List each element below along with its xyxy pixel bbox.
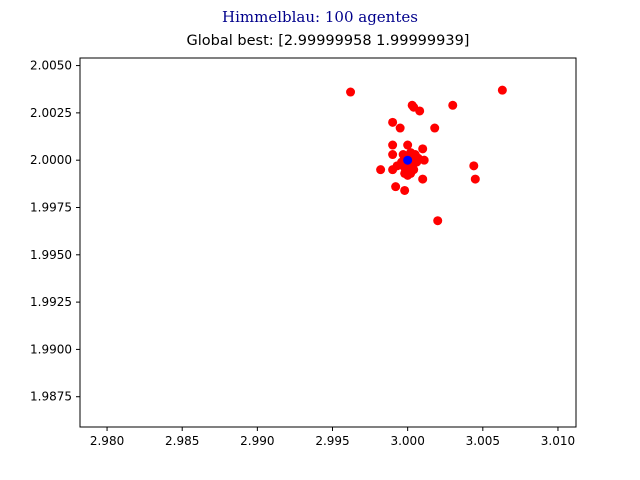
agent-point: [388, 165, 398, 175]
agent-point: [388, 117, 398, 127]
y-tick-label: 1.9875: [30, 390, 72, 404]
agent-point: [497, 85, 507, 95]
axes-frame: [79, 57, 577, 428]
y-tick-label: 1.9900: [30, 342, 72, 356]
figure-title: Himmelblau: 100 agentes: [222, 8, 418, 26]
agent-point: [376, 165, 386, 175]
agent-point: [418, 174, 428, 184]
agent-point: [470, 174, 480, 184]
agent-point: [388, 140, 398, 150]
y-tick-label: 2.0000: [30, 153, 72, 167]
agent-point: [395, 123, 405, 133]
agent-point: [469, 161, 479, 171]
agent-point: [400, 185, 410, 195]
agent-point: [403, 140, 413, 150]
y-tick-label: 2.0050: [30, 59, 72, 73]
agent-point: [412, 157, 422, 167]
agent-point: [448, 100, 458, 110]
agent-point: [418, 144, 428, 154]
x-tick-label: 3.000: [390, 434, 424, 448]
x-tick-label: 3.005: [466, 434, 500, 448]
y-tick-label: 1.9950: [30, 248, 72, 262]
agent-point: [433, 216, 443, 226]
agent-point: [406, 168, 416, 178]
x-tick-label: 2.990: [240, 434, 274, 448]
agent-point: [415, 106, 425, 116]
agent-point: [346, 87, 356, 97]
global-best-point: [403, 155, 413, 165]
x-tick-label: 3.010: [541, 434, 575, 448]
y-tick-label: 2.0025: [30, 106, 72, 120]
x-tick-label: 2.985: [165, 434, 199, 448]
agent-point: [391, 182, 401, 192]
y-tick-label: 1.9925: [30, 295, 72, 309]
axes-title: Global best: [2.99999958 1.99999939]: [186, 33, 470, 49]
agent-point: [388, 150, 398, 160]
y-tick-label: 1.9975: [30, 200, 72, 214]
x-tick-label: 2.995: [315, 434, 349, 448]
x-tick-label: 2.980: [90, 434, 124, 448]
agent-point: [419, 155, 429, 165]
agent-point: [430, 123, 440, 133]
